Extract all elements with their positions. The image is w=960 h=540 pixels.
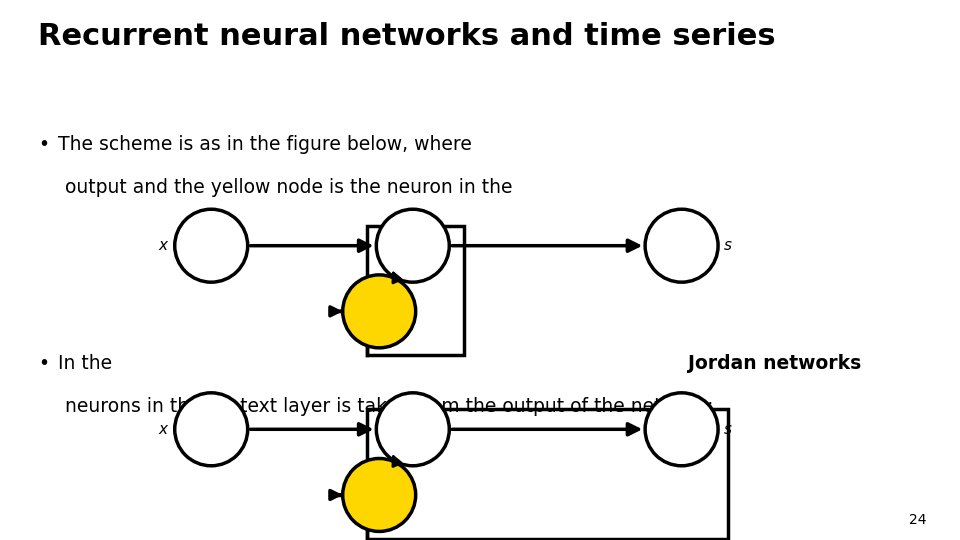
Ellipse shape <box>343 458 416 531</box>
Text: The scheme is as in the figure below, where: The scheme is as in the figure below, wh… <box>58 135 477 154</box>
Text: neurons in the context layer is taken from the output of the network:: neurons in the context layer is taken fr… <box>53 397 713 416</box>
Ellipse shape <box>376 393 449 466</box>
Text: •: • <box>38 354 50 373</box>
Text: x: x <box>158 238 167 253</box>
Ellipse shape <box>175 209 248 282</box>
Ellipse shape <box>343 275 416 348</box>
Ellipse shape <box>376 209 449 282</box>
Text: Jordan networks: Jordan networks <box>687 354 861 373</box>
Bar <box>367 226 464 355</box>
Text: x: x <box>158 422 167 437</box>
Ellipse shape <box>645 393 718 466</box>
Text: s: s <box>724 238 732 253</box>
Bar <box>367 409 728 539</box>
Text: s: s <box>724 422 732 437</box>
Text: •: • <box>38 135 50 154</box>
Text: output and the yellow node is the neuron in the: output and the yellow node is the neuron… <box>53 178 518 197</box>
Text: 24: 24 <box>909 512 926 526</box>
Text: Recurrent neural networks and time series: Recurrent neural networks and time serie… <box>38 22 776 51</box>
Ellipse shape <box>645 209 718 282</box>
Text: In the: In the <box>58 354 118 373</box>
Ellipse shape <box>175 393 248 466</box>
